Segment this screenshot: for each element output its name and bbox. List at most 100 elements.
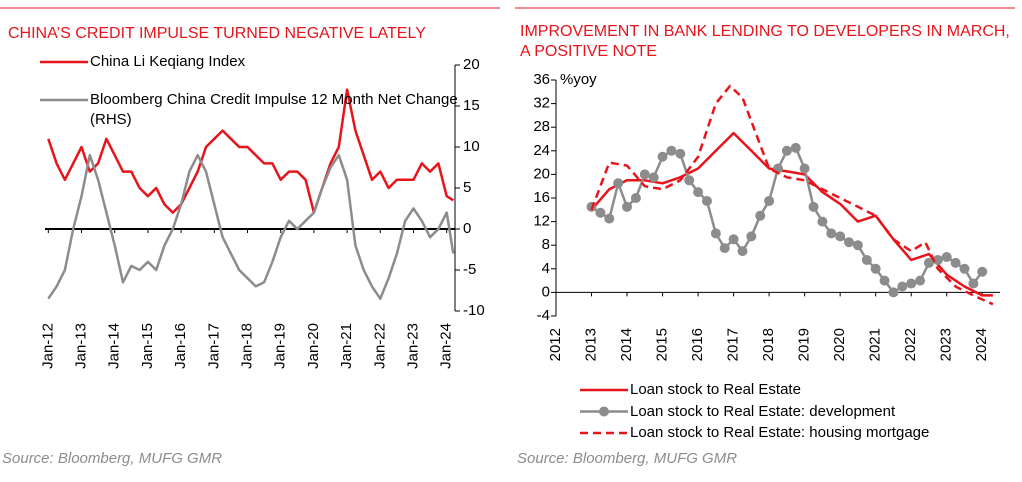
series-marker [835, 231, 846, 242]
chart-title: IMPROVEMENT IN BANK LENDING TO DEVELOPER… [520, 23, 1010, 60]
x-tick-label: Jan-18 [238, 323, 255, 369]
series-marker [604, 213, 615, 224]
legend-label: Bloomberg China Credit Impulse 12 Month … [90, 91, 458, 128]
source-note: Source: Bloomberg, MUFG GMR [2, 450, 223, 467]
x-tick-label: 2021 [867, 328, 884, 361]
y-tick-label: 16 [533, 189, 550, 206]
y-tick-label: -10 [463, 302, 485, 319]
x-tick-label: Jan-22 [371, 323, 388, 369]
x-tick-label: 2016 [689, 328, 706, 361]
x-tick-label: Jan-13 [72, 323, 89, 369]
series-marker [657, 151, 668, 162]
series-marker [630, 193, 641, 203]
series-marker [808, 201, 819, 212]
series-marker [622, 201, 633, 212]
y-tick-label: 20 [463, 56, 480, 73]
y-tick-label: 32 [533, 95, 550, 112]
y-tick-label: -4 [537, 307, 550, 324]
y-tick-label: 0 [542, 283, 550, 300]
series-marker [870, 263, 881, 274]
y-axis-label: %yoy [560, 71, 597, 88]
x-tick-label: Jan-24 [438, 323, 455, 369]
series-marker [826, 228, 837, 239]
series-line [590, 146, 984, 294]
x-tick-label: Jan-17 [205, 323, 222, 369]
legend-label: Loan stock to Real Estate: housing mortg… [630, 424, 930, 441]
series-marker [897, 281, 908, 292]
x-tick-label: Jan-19 [272, 323, 289, 369]
y-tick-label: 15 [463, 97, 480, 114]
x-tick-label: 2017 [725, 328, 742, 361]
x-tick-label: Jan-15 [139, 323, 156, 369]
x-tick-label: 2023 [938, 328, 955, 361]
series-marker [844, 237, 855, 248]
y-tick-label: 5 [463, 179, 471, 196]
x-tick-label: 2024 [973, 328, 990, 361]
series-line [590, 84, 994, 306]
x-tick-label: 2014 [618, 328, 635, 361]
series-marker [595, 207, 606, 218]
series-marker [719, 243, 730, 254]
x-tick-label: 2019 [796, 328, 813, 361]
series-marker [701, 195, 712, 206]
y-tick-label: 20 [533, 165, 550, 182]
x-tick-label: 2020 [831, 328, 848, 361]
series-marker [932, 254, 943, 265]
legend-marker [599, 406, 609, 417]
series-line [47, 153, 455, 300]
x-tick-label: 2015 [654, 328, 671, 361]
series-marker [950, 257, 961, 268]
y-tick-label: 24 [533, 142, 550, 159]
series-line [47, 88, 454, 214]
y-tick-label: 10 [463, 138, 480, 155]
series-marker [861, 254, 872, 265]
y-tick-label: 28 [533, 118, 550, 135]
series-marker [755, 210, 766, 221]
y-tick-label: 0 [463, 220, 471, 237]
series-marker [959, 263, 970, 274]
x-tick-label: Jan-12 [39, 323, 56, 369]
y-tick-label: 12 [533, 213, 550, 230]
series-marker [906, 278, 917, 289]
y-tick-label: 36 [533, 71, 550, 88]
series-marker [817, 216, 828, 227]
series-marker [799, 163, 810, 174]
series-marker [781, 145, 792, 156]
series-line [590, 131, 993, 297]
chart-title: CHINA’S CREDIT IMPULSE TURNED NEGATIVE L… [8, 25, 426, 42]
series-marker [879, 275, 890, 286]
series-marker [666, 145, 677, 156]
y-tick-label: 4 [542, 260, 550, 277]
series-marker [852, 240, 863, 251]
series-marker [648, 172, 659, 183]
y-tick-label: -5 [463, 261, 476, 278]
legend-label: China Li Keqiang Index [90, 53, 246, 70]
series-marker [888, 287, 899, 298]
series-marker [764, 195, 775, 206]
series-marker [977, 266, 988, 277]
series-marker [728, 234, 739, 245]
series-marker [693, 187, 704, 198]
source-note: Source: Bloomberg, MUFG GMR [517, 450, 738, 467]
series-marker [737, 246, 748, 257]
series-marker [639, 169, 650, 180]
series-marker [746, 231, 757, 242]
series-marker [684, 175, 695, 186]
series-marker [613, 178, 624, 189]
x-tick-label: 2022 [902, 328, 919, 361]
legend-label: Loan stock to Real Estate [630, 381, 801, 398]
x-tick-label: 2013 [582, 328, 599, 361]
x-tick-label: 2012 [547, 328, 564, 361]
x-tick-label: Jan-20 [305, 323, 322, 369]
series-marker [675, 148, 686, 159]
series-marker [915, 275, 926, 286]
x-tick-label: Jan-23 [404, 323, 421, 369]
series-marker [923, 257, 934, 268]
x-tick-label: 2018 [760, 328, 777, 361]
series-marker [968, 278, 979, 289]
series-marker [710, 228, 721, 239]
series-marker [790, 142, 801, 153]
x-tick-label: Jan-14 [106, 323, 123, 369]
